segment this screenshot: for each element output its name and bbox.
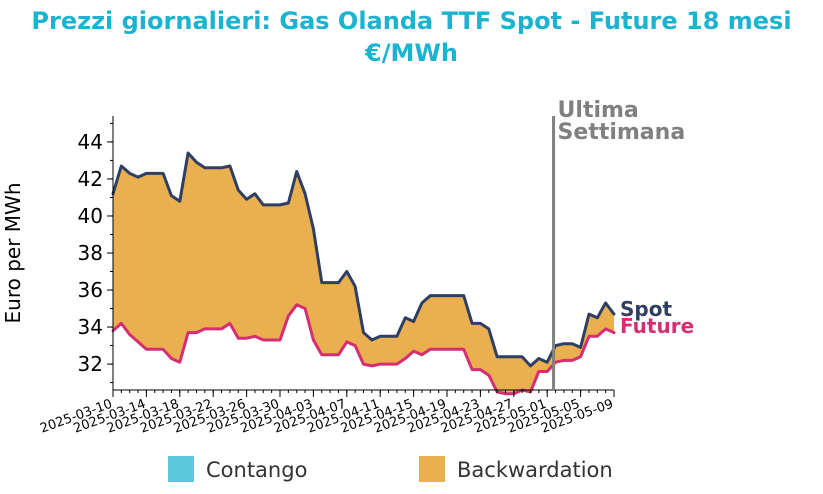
legend-swatch-backwardation: [419, 456, 445, 482]
y-tick-label: 34: [78, 315, 103, 339]
y-tick-label: 36: [78, 278, 103, 302]
y-axis-label: Euro per MWh: [1, 183, 25, 324]
series-line-spot: [111, 151, 616, 368]
series-label-future: Future: [620, 314, 694, 338]
last-week-marker-label: Ultima: [558, 98, 639, 123]
y-tick-label: 32: [78, 352, 103, 376]
last-week-marker-label: Settimana: [558, 120, 686, 145]
y-tick-label: 40: [78, 204, 103, 228]
series-label-spot: Spot: [620, 297, 672, 321]
y-tick-label: 44: [78, 130, 103, 154]
legend-label-backwardation: Backwardation: [457, 458, 613, 482]
chart-title: Prezzi giornalieri: Gas Olanda TTF Spot …: [31, 7, 792, 35]
y-tick-label: 42: [78, 167, 103, 191]
chart-subtitle-unit: €/MWh: [365, 39, 458, 67]
legend-label-contango: Contango: [206, 458, 307, 482]
legend-swatch-contango: [168, 456, 194, 482]
y-tick-label: 38: [78, 241, 103, 265]
